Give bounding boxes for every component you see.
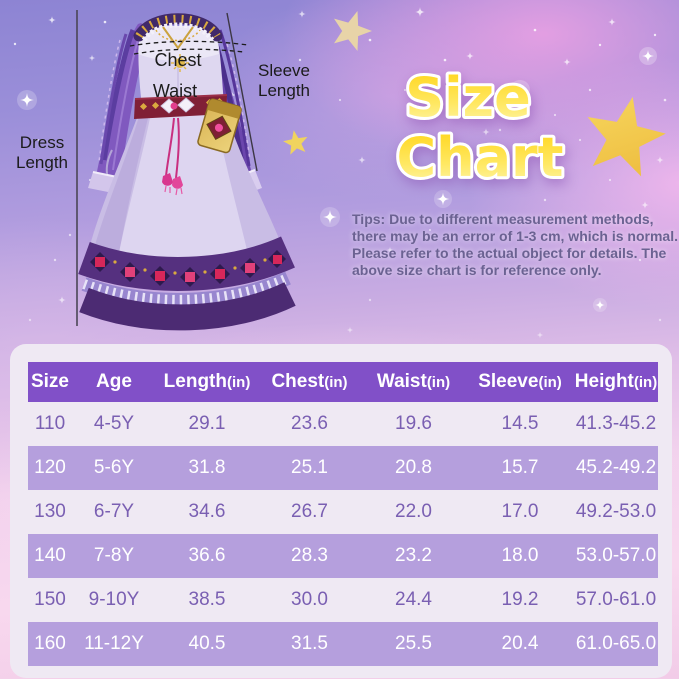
tips-line: there may be an error of 1-3 cm, which i… [352, 228, 678, 244]
sleeve-length-line [226, 12, 258, 172]
table-cell: 130 [34, 501, 66, 522]
tips-text: Tips: Due to different measurement metho… [352, 211, 678, 279]
title-line2: Chart [397, 126, 564, 189]
table-cell: 160 [34, 633, 66, 654]
table-cell: 17.0 [501, 501, 539, 522]
table-cell: 5-6Y [93, 457, 135, 478]
table-cell: 23.2 [395, 545, 432, 566]
size-table-card: Size Age Length(in) Chest(in) Waist(in) … [10, 344, 672, 678]
table-cell: 40.5 [188, 633, 226, 654]
table-cell: 29.1 [188, 413, 226, 434]
col-header-height: Height(in) [575, 371, 657, 393]
dress-label-line2: Length [16, 153, 68, 172]
table-cell: 45.2-49.2 [575, 457, 657, 478]
sleeve-length-label: Sleeve Length [258, 61, 310, 101]
table-cell: 110 [34, 413, 66, 434]
header-label: Length [163, 371, 227, 392]
table-cell: 6-7Y [93, 501, 135, 522]
skirt [78, 98, 296, 331]
sun-pendant [171, 54, 189, 72]
col-header-size: Size [31, 371, 69, 393]
tips-line: Tips: Due to different measurement metho… [352, 211, 654, 227]
table-cell: 15.7 [501, 457, 539, 478]
tips-line: above size chart is for reference only. [352, 262, 602, 278]
table-cell: 4-5Y [93, 413, 135, 434]
table-cell: 25.1 [291, 457, 328, 478]
header-label: Chest [271, 371, 325, 392]
table-cell: 11-12Y [84, 633, 144, 654]
table-cell: 20.8 [395, 457, 432, 478]
col-header-sleeve: Sleeve(in) [478, 371, 562, 393]
belt [134, 94, 228, 119]
col-header-length: Length(in) [164, 371, 251, 393]
header-unit: (in) [426, 374, 451, 391]
table-cell: 18.0 [501, 545, 539, 566]
table-cell: 19.2 [501, 589, 539, 610]
chest-dashed-lines [129, 40, 249, 55]
table-cell: 23.6 [291, 413, 328, 434]
gold-pouch [197, 98, 242, 154]
table-cell: 25.5 [395, 633, 432, 654]
header-label: Size [30, 371, 70, 392]
header-label: Height [574, 371, 634, 392]
table-cell: 7-8Y [93, 545, 135, 566]
table-cell: 31.5 [291, 633, 328, 654]
dress-label-line1: Dress [19, 133, 65, 152]
table-row: 110 4-5Y 29.1 23.6 19.6 14.5 41.3-45.2 [28, 402, 658, 446]
table-cell: 140 [34, 545, 66, 566]
twinkle-stars [17, 7, 664, 339]
table-cell: 26.7 [291, 501, 328, 522]
header-unit: (in) [633, 374, 658, 391]
col-header-age: Age [96, 371, 132, 393]
header-unit: (in) [538, 374, 562, 391]
table-row: 140 7-8Y 36.6 28.3 23.2 18.0 53.0-57.0 [28, 534, 658, 578]
table-cell: 19.6 [395, 413, 432, 434]
table-cell: 20.4 [501, 633, 539, 654]
dress-length-label: Dress Length [10, 133, 74, 173]
table-cell: 53.0-57.0 [575, 545, 657, 566]
table-cell: 61.0-65.0 [575, 633, 657, 654]
table-header-row: Size Age Length(in) Chest(in) Waist(in) … [28, 362, 658, 402]
table-cell: 24.4 [395, 589, 432, 610]
col-header-chest: Chest(in) [271, 371, 347, 393]
table-cell: 49.2-53.0 [575, 501, 657, 522]
table-cell: 30.0 [291, 589, 328, 610]
header-label: Age [96, 371, 132, 392]
dress-illustration [76, 10, 296, 331]
header-label: Waist [376, 371, 427, 392]
table-cell: 28.3 [291, 545, 328, 566]
header-label: Sleeve [478, 371, 539, 392]
table-cell: 150 [34, 589, 66, 610]
header-unit: (in) [324, 374, 348, 391]
header-unit: (in) [227, 374, 251, 391]
table-cell: 41.3-45.2 [575, 413, 657, 434]
table-row: 160 11-12Y 40.5 31.5 25.5 20.4 61.0-65.0 [28, 622, 658, 666]
table-cell: 57.0-61.0 [575, 589, 657, 610]
sleeve-label-line1: Sleeve [258, 61, 310, 80]
col-header-waist: Waist(in) [377, 371, 450, 393]
table-cell: 120 [34, 457, 66, 478]
table-cell: 9-10Y [88, 589, 140, 610]
table-cell: 38.5 [188, 589, 226, 610]
table-cell: 31.8 [188, 457, 226, 478]
tips-line: Please refer to the actual object for de… [352, 245, 667, 261]
hem-gem-pattern [95, 255, 282, 282]
table-cell: 36.6 [188, 545, 226, 566]
chest-label: Chest [154, 50, 202, 70]
table-row: 130 6-7Y 34.6 26.7 22.0 17.0 49.2-53.0 [28, 490, 658, 534]
page-title: Size Chart [394, 63, 567, 192]
table-cell: 14.5 [501, 413, 539, 434]
table-row: 150 9-10Y 38.5 30.0 24.4 19.2 57.0-61.0 [28, 578, 658, 622]
waist-label: Waist [152, 81, 198, 101]
table-cell: 22.0 [395, 501, 432, 522]
table-row: 120 5-6Y 31.8 25.1 20.8 15.7 45.2-49.2 [28, 446, 658, 490]
title-line1: Size [405, 66, 530, 129]
bodice [133, 13, 224, 114]
sleeve-label-line2: Length [258, 81, 310, 100]
table-cell: 34.6 [188, 501, 226, 522]
tassels [162, 117, 183, 196]
